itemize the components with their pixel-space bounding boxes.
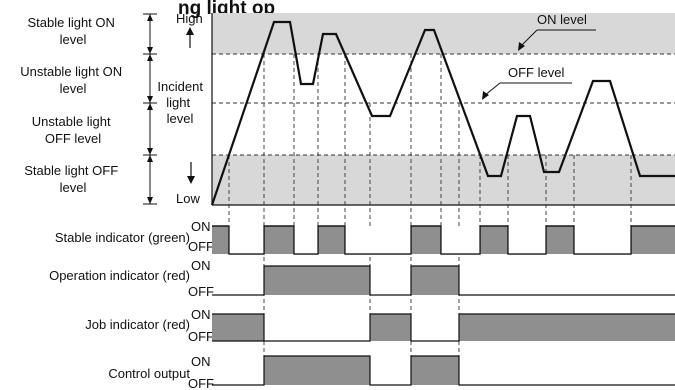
job-off-tag: OFF <box>188 329 214 344</box>
stable-on-level-label: Stable light ON level <box>27 15 118 47</box>
up-arrow-icon <box>186 27 194 48</box>
on-level-label: ON level <box>537 12 587 27</box>
stable-on-tag: ON <box>191 219 211 234</box>
off-level-label: OFF level <box>508 65 564 80</box>
incident-light-level-label: Incident light level <box>157 79 206 126</box>
control-on-tag: ON <box>191 354 211 369</box>
on-level-arrow-icon <box>518 42 525 51</box>
stable-off-tag: OFF <box>188 239 214 254</box>
off-level-arrow-icon <box>482 91 489 100</box>
stable-off-band <box>212 155 675 205</box>
incident-light-waveform <box>210 20 675 206</box>
stable-off-level-label: Stable light OFF level <box>24 163 122 195</box>
job-indicator-signal <box>212 313 675 342</box>
control-output-label: Control output <box>108 366 190 381</box>
down-arrow-icon <box>187 162 195 184</box>
stable-on-band <box>212 13 675 54</box>
operation-indicator-signal <box>212 265 675 296</box>
operation-indicator-label: Operation indicator (red) <box>49 268 190 283</box>
stable-indicator-label: Stable indicator (green) <box>55 230 190 245</box>
bracket-arrowheads <box>147 14 153 204</box>
on-level-leader <box>519 29 538 48</box>
unstable-on-level-label: Unstable light ON level <box>20 64 126 96</box>
operation-off-tag: OFF <box>188 284 214 299</box>
control-output-signal <box>212 355 675 386</box>
job-indicator-label: Job indicator (red) <box>85 317 190 332</box>
operation-on-tag: ON <box>191 258 211 273</box>
job-on-tag: ON <box>191 307 211 322</box>
control-off-tag: OFF <box>188 376 214 390</box>
stable-indicator-signal <box>212 225 675 255</box>
high-label: High <box>176 11 203 26</box>
unstable-off-level-label: Unstable light OFF level <box>32 114 114 146</box>
low-label: Low <box>176 191 200 206</box>
